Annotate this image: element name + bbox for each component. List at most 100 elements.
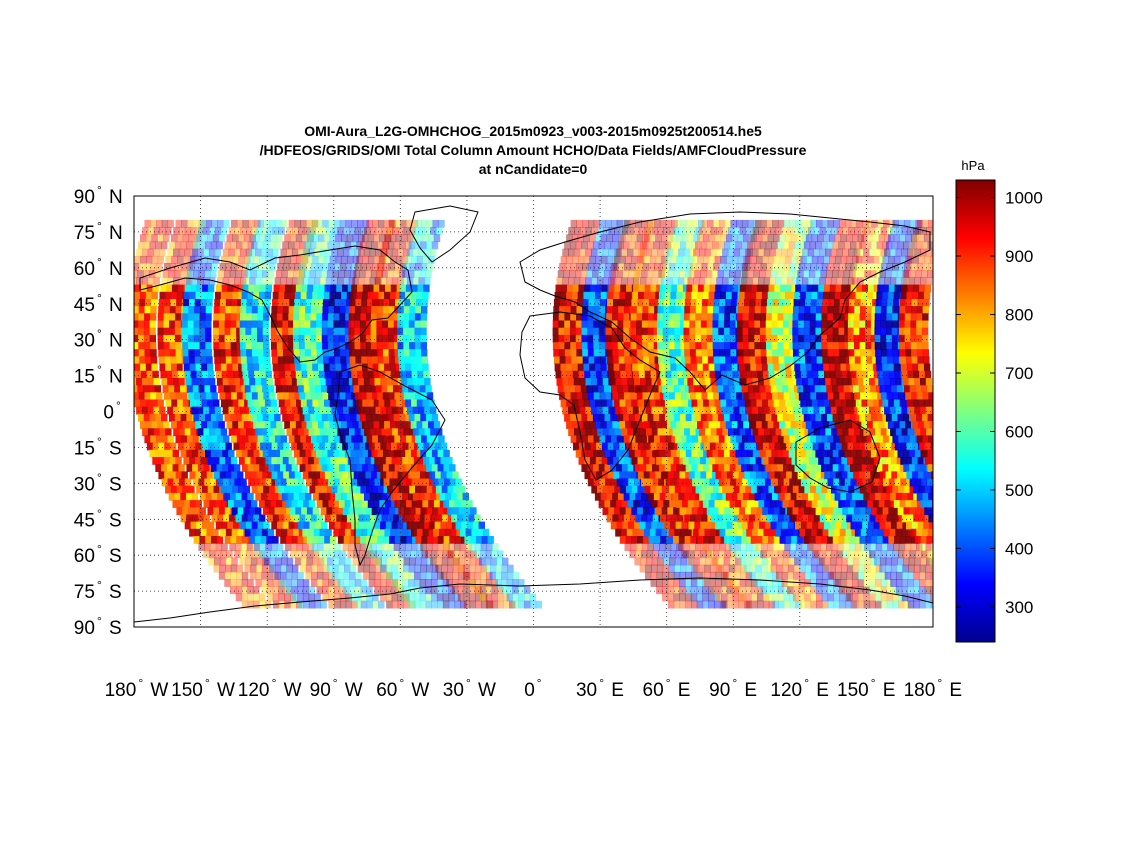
swath-cell <box>266 378 273 386</box>
swath-cell <box>463 571 470 580</box>
swath-cell <box>424 492 431 501</box>
swath-cell <box>381 385 388 393</box>
swath-cell <box>448 593 455 602</box>
swath-cell <box>262 557 269 566</box>
swath-cell <box>386 571 393 580</box>
swath-cell <box>486 600 494 609</box>
swath-cell <box>730 349 737 357</box>
swath-cell <box>326 385 334 393</box>
swath-cell <box>150 392 157 401</box>
swath-cell <box>402 579 409 587</box>
swath-cell <box>134 313 139 322</box>
swath-cell <box>682 399 689 408</box>
swath-cell <box>347 399 354 408</box>
swath-cell <box>362 449 369 458</box>
swath-cell <box>692 478 699 487</box>
swath-cell <box>578 442 586 451</box>
swath-cell <box>712 313 720 322</box>
swath-cell <box>562 277 569 286</box>
swath-cell <box>736 528 744 537</box>
swath-cell <box>284 291 291 300</box>
swath-cell <box>695 428 702 437</box>
swath-cell <box>767 543 774 551</box>
swath-cell <box>366 306 373 314</box>
swath-cell <box>292 564 299 573</box>
swath-cell <box>351 392 358 401</box>
swath-cell <box>403 334 410 343</box>
swath-cell <box>816 564 824 573</box>
swath-cell <box>685 593 692 602</box>
swath-cell <box>230 579 237 587</box>
swath-cell <box>719 543 726 551</box>
swath-cell <box>211 492 218 501</box>
swath-cell <box>392 485 400 494</box>
swath-cell <box>251 227 259 235</box>
swath-cell <box>630 543 637 551</box>
swath-cell <box>288 320 295 329</box>
swath-cell <box>728 227 735 235</box>
swath-cell <box>710 564 717 573</box>
swath-cell <box>415 557 422 566</box>
swath-cell <box>310 435 318 444</box>
swath-cell <box>816 600 823 609</box>
swath-cell <box>328 349 335 357</box>
swath-cell <box>721 600 728 609</box>
swath-cell <box>683 342 691 350</box>
swath-cell <box>470 507 477 516</box>
swath-cell <box>426 241 433 250</box>
swath-cell <box>431 413 439 422</box>
swath-cell <box>738 557 746 566</box>
swath-cell <box>156 392 163 401</box>
swath-cell <box>755 299 762 307</box>
swath-cell <box>380 557 387 566</box>
swath-cell <box>448 543 455 551</box>
swath-cell <box>645 571 652 580</box>
swath-cell <box>409 485 416 494</box>
swath-cell <box>394 313 401 322</box>
swath-cell <box>695 349 703 357</box>
swath-cell <box>638 528 645 537</box>
swath-cell <box>671 370 678 379</box>
swath-cell <box>738 521 745 530</box>
swath-cell <box>655 291 662 300</box>
swath-cell <box>578 457 585 465</box>
swath-cell <box>414 413 421 422</box>
swath-cell <box>584 471 591 480</box>
swath-cell <box>617 320 624 329</box>
swath-cell <box>234 478 241 487</box>
swath-cell <box>593 327 600 336</box>
swath-cell <box>150 219 157 228</box>
swath-cell <box>580 270 588 278</box>
swath-cell <box>138 392 146 401</box>
swath-cell <box>267 514 274 523</box>
swath-cell <box>163 421 170 429</box>
swath-cell <box>636 392 644 401</box>
swath-cell <box>733 428 741 437</box>
swath-cell <box>653 334 660 343</box>
swath-cell <box>227 370 234 379</box>
swath-cell <box>754 320 761 329</box>
swath-cell <box>271 313 278 322</box>
swath-cell <box>524 600 531 609</box>
swath-cell <box>268 471 275 480</box>
swath-cell <box>821 593 829 602</box>
swath-cell <box>324 536 331 544</box>
swath-cell <box>639 521 647 530</box>
swath-cell <box>745 600 752 609</box>
swath-cell <box>190 248 197 257</box>
swath-cell <box>349 564 357 573</box>
swath-cell <box>370 550 377 559</box>
swath-cell <box>279 284 286 293</box>
swath-cell <box>247 449 254 458</box>
swath-cell <box>408 571 415 580</box>
swath-cell <box>417 370 424 379</box>
swath-cell <box>720 291 727 300</box>
swath-cell <box>742 313 750 322</box>
swath-cell <box>171 363 178 372</box>
swath-cell <box>192 435 200 444</box>
swath-cell <box>805 564 812 573</box>
swath-cell <box>334 500 341 508</box>
swath-cell <box>454 593 461 602</box>
swath-cell <box>403 327 410 336</box>
swath-cell <box>754 492 762 501</box>
